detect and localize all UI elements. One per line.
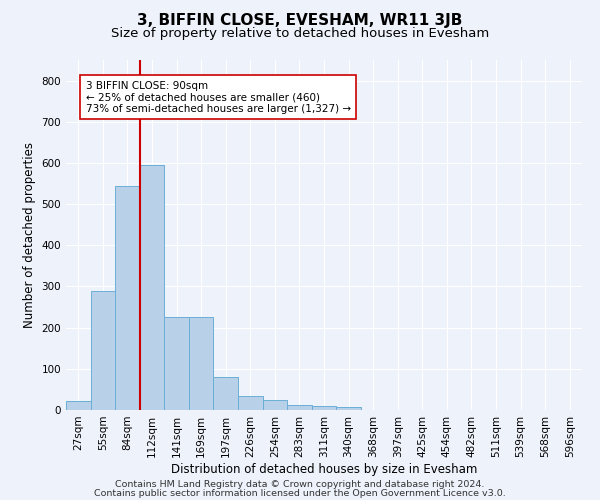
Bar bbox=[140, 165, 164, 410]
Bar bbox=[336, 406, 361, 410]
Bar bbox=[115, 186, 140, 410]
Bar bbox=[66, 401, 91, 410]
Bar bbox=[91, 290, 115, 410]
Bar bbox=[164, 318, 189, 410]
Bar bbox=[238, 396, 263, 410]
Bar bbox=[312, 406, 336, 410]
X-axis label: Distribution of detached houses by size in Evesham: Distribution of detached houses by size … bbox=[171, 462, 477, 475]
Text: Size of property relative to detached houses in Evesham: Size of property relative to detached ho… bbox=[111, 28, 489, 40]
Bar bbox=[263, 400, 287, 410]
Bar bbox=[189, 318, 214, 410]
Text: Contains public sector information licensed under the Open Government Licence v3: Contains public sector information licen… bbox=[94, 488, 506, 498]
Bar bbox=[287, 405, 312, 410]
Text: 3 BIFFIN CLOSE: 90sqm
← 25% of detached houses are smaller (460)
73% of semi-det: 3 BIFFIN CLOSE: 90sqm ← 25% of detached … bbox=[86, 80, 351, 114]
Y-axis label: Number of detached properties: Number of detached properties bbox=[23, 142, 36, 328]
Text: 3, BIFFIN CLOSE, EVESHAM, WR11 3JB: 3, BIFFIN CLOSE, EVESHAM, WR11 3JB bbox=[137, 12, 463, 28]
Text: Contains HM Land Registry data © Crown copyright and database right 2024.: Contains HM Land Registry data © Crown c… bbox=[115, 480, 485, 489]
Bar bbox=[214, 377, 238, 410]
